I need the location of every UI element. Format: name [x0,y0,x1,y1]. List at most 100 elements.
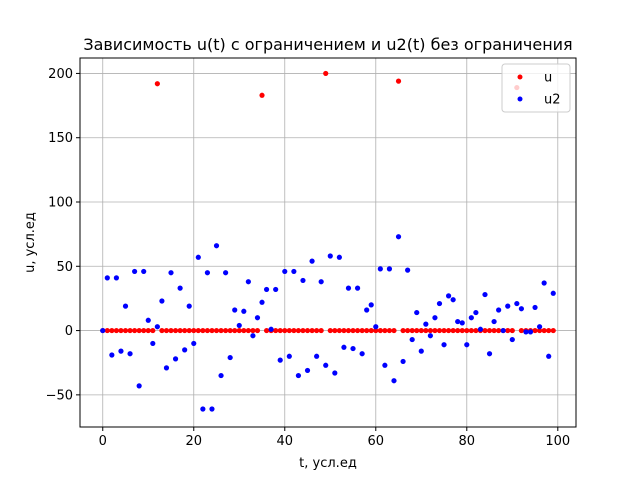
point-u [327,327,333,334]
x-tick-label: 0 [99,434,107,449]
point-u2 [368,302,374,308]
point-u2 [113,275,120,281]
chart-title: Зависимость u(t) с ограничением и u2(t) … [83,35,572,54]
point-u2 [204,270,211,276]
point-u2 [127,351,133,357]
point-u [455,327,461,334]
point-u [168,327,174,334]
point-u2 [523,329,529,335]
point-u [204,327,211,334]
point-u2 [541,280,547,286]
point-u2 [195,254,201,260]
point-u2 [486,351,493,357]
point-u [459,327,465,334]
point-u [332,327,338,334]
point-u2 [482,291,488,298]
x-tick-label: 80 [459,434,476,449]
point-u2 [527,329,534,335]
point-u2 [323,362,329,368]
axis-ticks: 0 20 40 60 80 100 −50 0 50 100 150 200 [46,67,571,449]
point-u2 [186,303,192,309]
point-u [250,327,256,334]
point-u2 [514,300,520,307]
point-u2 [163,365,170,371]
legend-label-u2: u2 [544,93,561,108]
point-u [386,327,393,334]
point-u [496,327,502,334]
point-u2 [445,293,452,299]
point-u [122,327,129,334]
point-u [414,327,420,334]
point-u2 [350,345,356,352]
point-u [391,327,397,334]
point-u2 [304,367,311,374]
point-u [223,327,229,334]
point-u2 [468,315,474,321]
point-u2 [395,234,402,240]
point-u [373,327,379,334]
legend: u u2 [501,63,571,113]
point-u [163,327,170,334]
point-u2 [100,327,106,334]
point-u2 [223,270,229,276]
point-u [218,327,224,334]
legend-marker-u2 [517,96,523,102]
point-u [441,327,447,334]
point-u2 [477,326,484,332]
point-u [427,327,433,334]
point-u [104,327,110,334]
point-u [468,327,474,334]
point-u2 [386,266,393,272]
point-u [368,327,374,334]
point-u2 [259,299,265,305]
point-u2 [505,303,511,309]
point-u2 [277,357,283,363]
point-u2 [364,307,370,313]
point-u [354,327,361,334]
data-points [100,70,556,412]
point-u [186,327,192,334]
point-u [127,327,133,334]
point-u2 [509,336,515,343]
point-u2 [263,286,270,293]
point-u2 [336,254,342,260]
point-u2 [373,324,379,330]
point-u [532,327,538,334]
y-tick-label: 200 [48,67,73,82]
x-axis-label: t, усл.ед [299,456,357,471]
point-u2 [314,353,320,359]
point-u [241,327,247,334]
x-tick-label: 20 [185,434,202,449]
point-u [445,327,452,334]
point-u2 [450,297,456,303]
point-u [464,327,470,334]
point-u [318,327,324,334]
point-u [395,78,402,84]
point-u [154,81,160,87]
point-u2 [154,324,160,330]
point-u2 [136,383,142,389]
point-u [159,327,165,334]
point-u2 [150,340,156,347]
point-u2 [300,277,306,284]
point-u [172,327,179,334]
point-u2 [191,340,197,347]
point-u2 [327,253,333,259]
point-u [263,327,270,334]
point-u [236,327,242,334]
point-u [232,327,238,334]
point-u [473,327,479,334]
point-u2 [354,285,361,291]
point-u2 [241,308,247,314]
point-u2 [141,268,147,275]
point-u [145,327,151,334]
point-u [191,327,197,334]
point-u [550,327,556,334]
point-u [150,327,156,334]
point-u [491,327,497,334]
point-u [200,327,206,334]
point-u [314,327,320,334]
point-u [536,327,543,334]
plot-area-frame [79,57,577,428]
point-u2 [309,258,315,264]
